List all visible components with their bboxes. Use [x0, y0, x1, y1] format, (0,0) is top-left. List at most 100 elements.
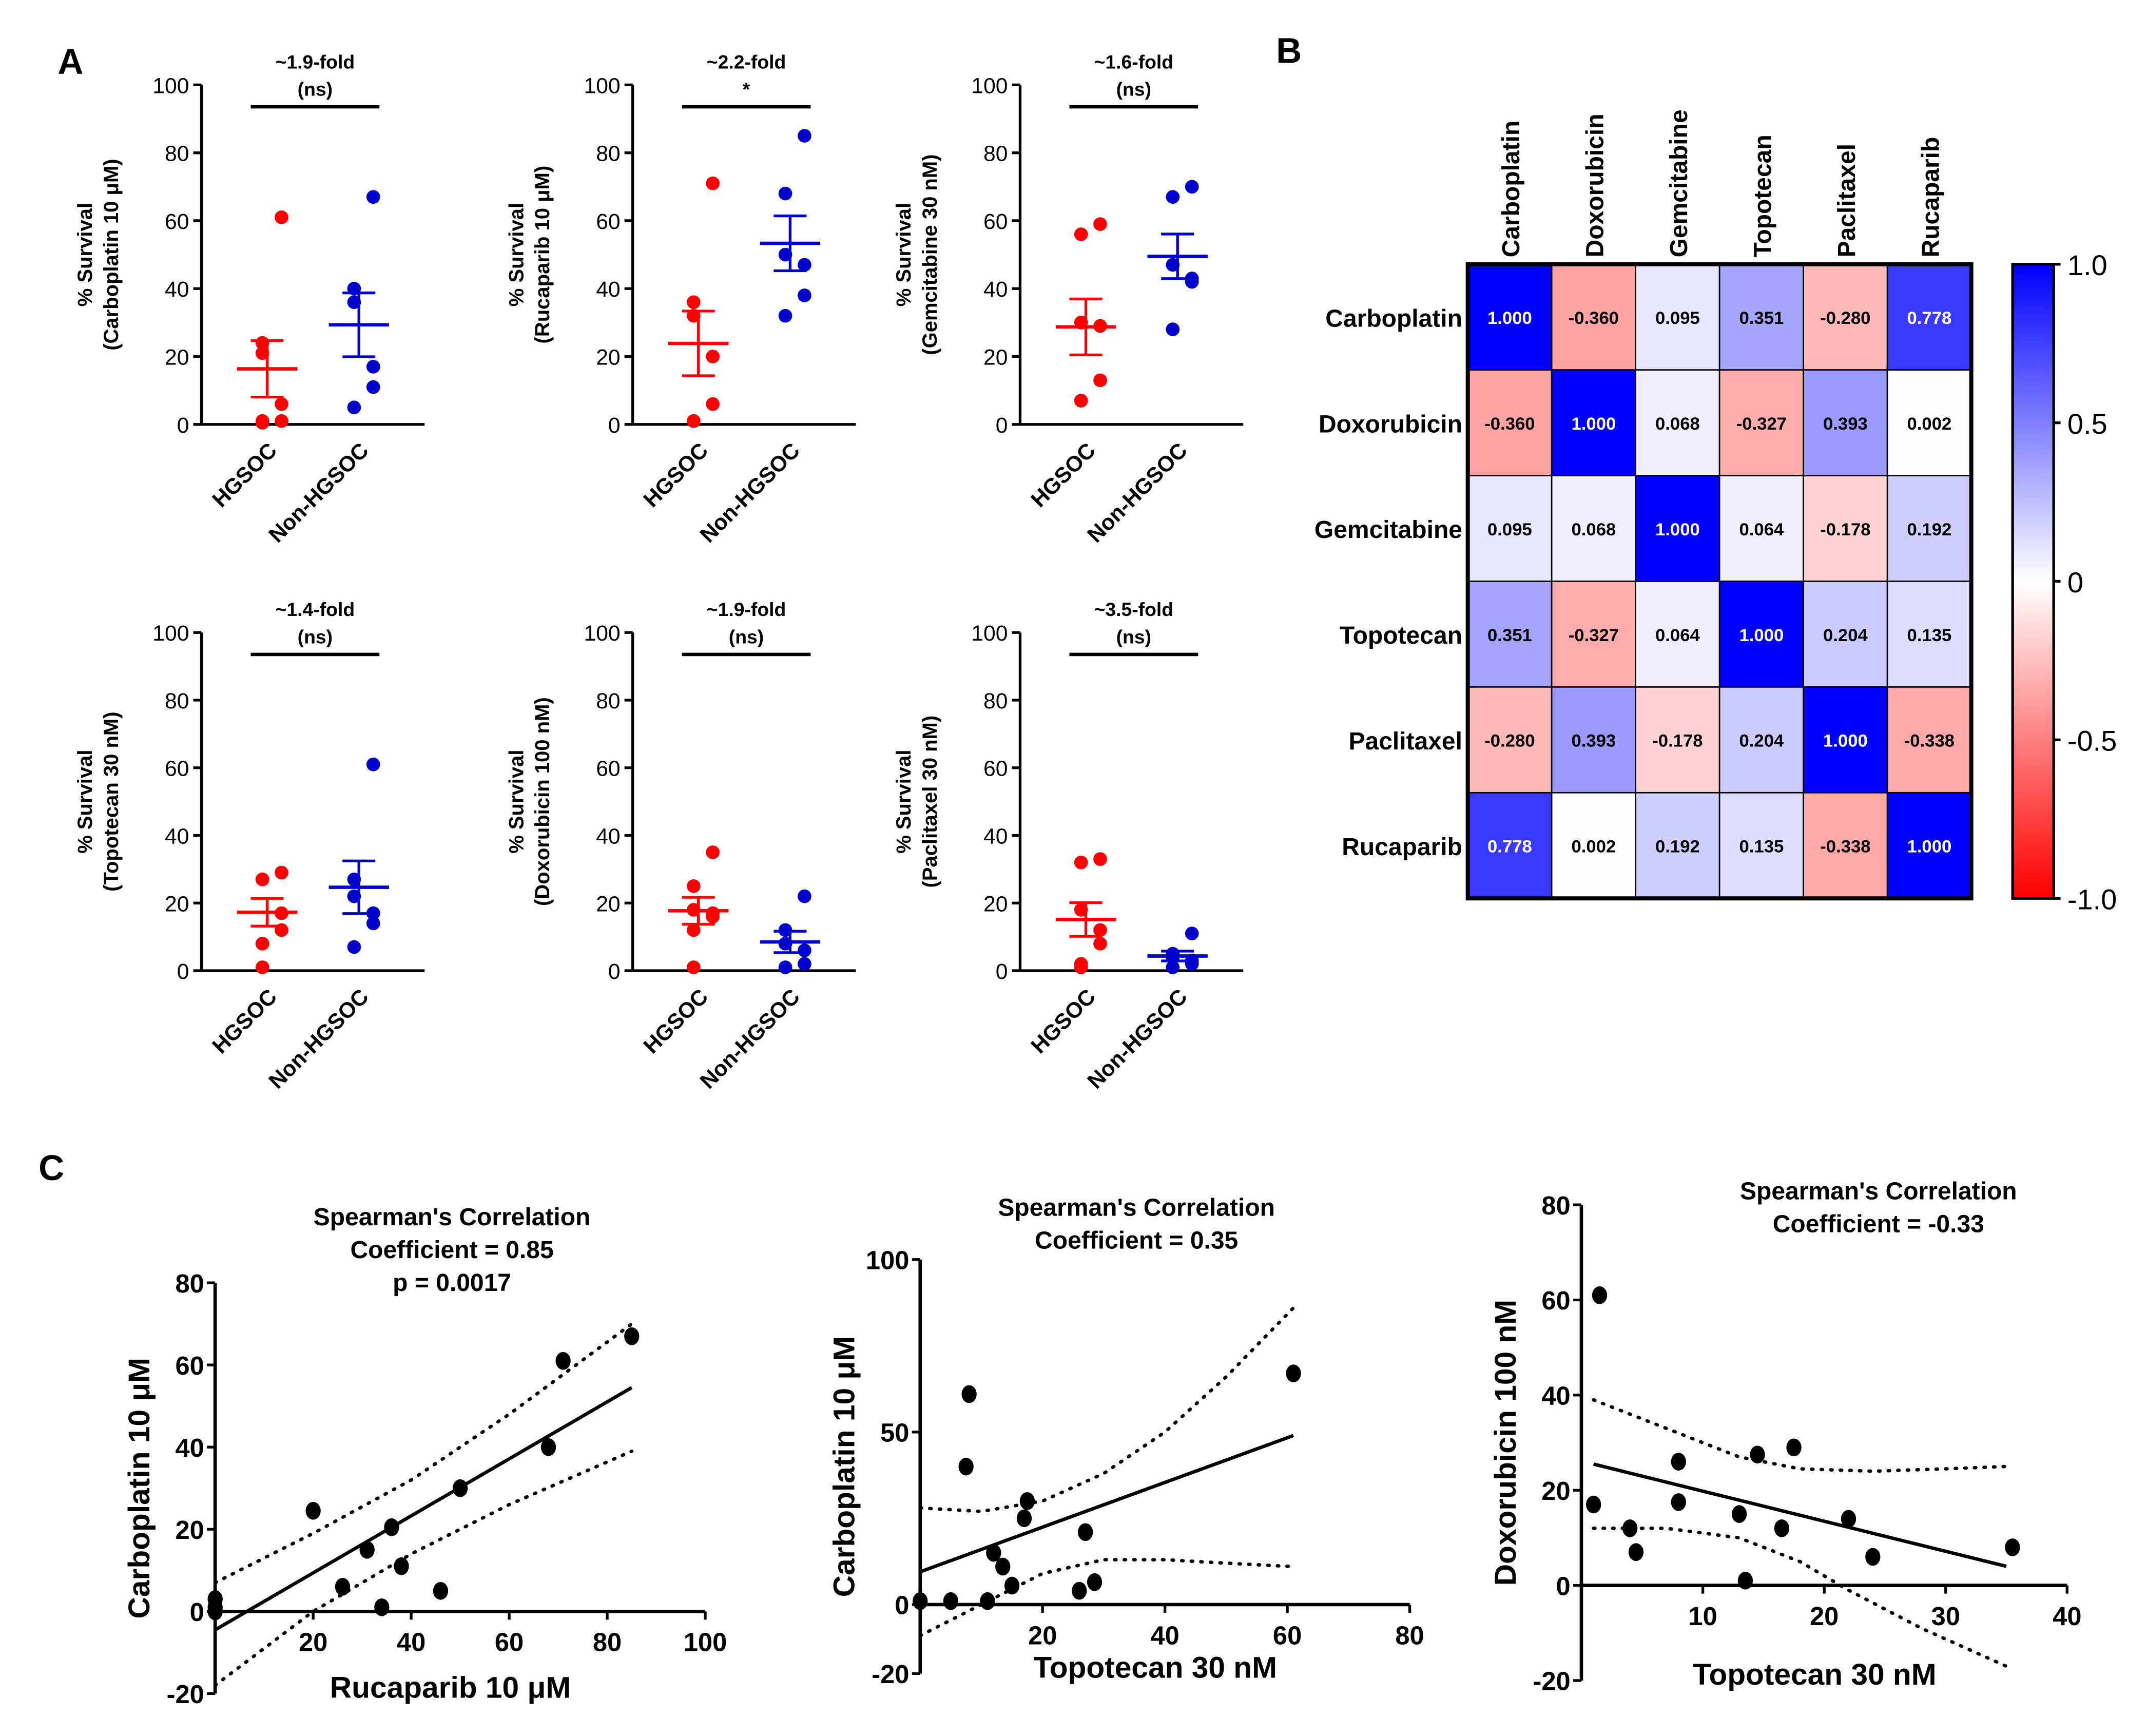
data-point	[943, 1592, 959, 1610]
data-point	[305, 1501, 321, 1520]
data-point	[1093, 923, 1107, 937]
row-label: Doxorubicin	[1319, 411, 1462, 438]
sig-label: (ns)	[1116, 626, 1151, 648]
cell-value: 0.393	[1823, 414, 1868, 434]
sig-label: (ns)	[1116, 79, 1151, 100]
heatmap-cell	[1635, 581, 1720, 688]
cell-value: -0.178	[1652, 731, 1703, 751]
column-label: Paclitaxel	[1833, 144, 1861, 257]
data-point	[913, 1592, 928, 1610]
data-point	[687, 879, 701, 893]
data-point	[1586, 1495, 1601, 1514]
y-tick-label: 80	[983, 142, 1008, 166]
cell-value: 0.095	[1655, 308, 1700, 328]
data-point	[1185, 927, 1199, 940]
heatmap-cell	[1635, 369, 1720, 476]
colorbar-label: 0.5	[2067, 408, 2107, 440]
data-point	[1592, 1286, 1608, 1304]
heatmap-cell	[1551, 369, 1636, 476]
colorbar-label: 1.0	[2067, 249, 2107, 281]
ylabel: (Topotecan 30 nM)	[100, 711, 123, 891]
x-tick-label: 20	[299, 1628, 327, 1657]
heatmap-cell	[1718, 686, 1804, 794]
data-point	[366, 757, 380, 771]
data-point	[1093, 936, 1107, 951]
data-point	[706, 910, 720, 923]
data-point	[1074, 394, 1088, 408]
cell-value: -0.338	[1904, 731, 1955, 751]
heatmap-cell	[1551, 475, 1636, 582]
row-label: Carboplatin	[1325, 305, 1462, 332]
x-tick-label: HGSOC	[639, 438, 713, 512]
sig-label: (ns)	[298, 626, 333, 648]
data-point	[1093, 852, 1107, 866]
y-tick-label: 80	[1541, 1191, 1570, 1220]
data-point	[1774, 1519, 1790, 1537]
heatmap-cell	[1551, 581, 1636, 688]
y-tick-label: 20	[175, 1515, 204, 1545]
data-point	[1019, 1492, 1035, 1510]
ylabel: (Rucaparib 10 μM)	[531, 166, 554, 344]
data-point	[255, 960, 269, 974]
data-point	[2005, 1538, 2020, 1556]
data-point	[1185, 957, 1199, 971]
y-axis-label: Carboplatin 10 μM	[123, 1358, 156, 1618]
data-point	[366, 916, 380, 931]
data-point	[255, 936, 269, 951]
data-point	[1737, 1572, 1753, 1590]
y-tick-label: 20	[596, 892, 620, 916]
x-tick-label: HGSOC	[1026, 438, 1100, 512]
y-tick-label: 20	[1541, 1476, 1570, 1506]
x-axis-label: Rucaparib 10 μM	[330, 1671, 571, 1704]
x-tick-label: 40	[397, 1628, 425, 1657]
cell-value: 0.393	[1572, 731, 1616, 751]
cell-value: 0.192	[1655, 837, 1700, 857]
cell-value: 0.351	[1487, 626, 1532, 645]
y-tick-label: 0	[190, 1597, 204, 1627]
cell-value: 0.204	[1823, 626, 1868, 645]
cell-value: 0.064	[1655, 626, 1700, 645]
y-tick-label: 40	[175, 1433, 204, 1462]
data-point	[1078, 1523, 1093, 1541]
data-point	[798, 889, 811, 903]
y-tick-label: -20	[167, 1680, 204, 1709]
x-tick-label: 10	[1688, 1602, 1717, 1631]
cell-value: -0.178	[1820, 520, 1870, 539]
sig-fold: ~3.5-fold	[1094, 599, 1174, 620]
y-tick-label: 100	[152, 73, 189, 98]
data-point	[1185, 275, 1199, 289]
data-point	[1166, 190, 1180, 204]
data-point	[986, 1544, 1001, 1562]
data-point	[1074, 960, 1088, 974]
sig-fold: ~1.6-fold	[1094, 51, 1174, 72]
x-tick-label: 100	[684, 1628, 727, 1657]
correlation-heatmap: 1.000 -0.360 0.095 0.351 -0.280 0.778 -0.360 1.…	[1314, 109, 2117, 915]
data-point	[335, 1577, 351, 1596]
cell-value: 1.000	[1487, 308, 1532, 328]
y-tick-label: 60	[596, 209, 620, 234]
y-tick-label: 0	[177, 959, 189, 984]
data-point	[980, 1592, 995, 1610]
column-label: Doxorubicin	[1582, 113, 1609, 257]
data-point	[798, 258, 811, 272]
data-point	[706, 350, 720, 363]
data-point	[1074, 855, 1088, 870]
heatmap-cell	[1635, 475, 1720, 582]
cell-value: 0.064	[1739, 520, 1784, 539]
data-point	[1166, 322, 1180, 336]
sig-fold: ~2.2-fold	[707, 51, 786, 72]
heatmap-cell	[1718, 263, 1804, 371]
cell-value: -0.360	[1484, 414, 1535, 434]
y-tick-label: 100	[584, 73, 620, 98]
y-tick-label: 20	[165, 892, 189, 916]
panel-label-c: C	[38, 1148, 64, 1188]
correlation-plot-1: -20 0 20 40 60 80 20 40 60 80 100 Rucaparib 10 μM Ca…	[123, 1204, 727, 1709]
y-tick-label: 0	[177, 413, 189, 438]
y-tick-label: 100	[584, 621, 620, 646]
y-tick-label: 80	[596, 689, 620, 713]
cell-value: -0.338	[1820, 837, 1870, 857]
